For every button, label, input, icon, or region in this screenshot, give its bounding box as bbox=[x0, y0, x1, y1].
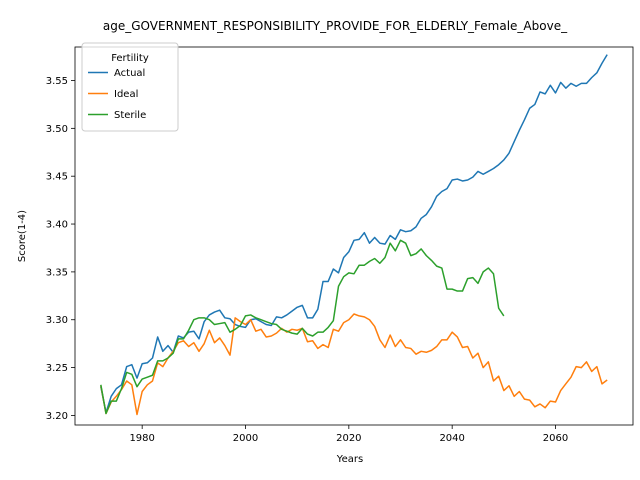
legend: Fertility Actual Ideal Sterile bbox=[81, 42, 179, 132]
y-tick-label: 3.45 bbox=[46, 172, 68, 183]
series-line-sterile bbox=[100, 239, 505, 415]
x-axis-title: Years bbox=[336, 454, 363, 465]
legend-items: Actual Ideal Sterile bbox=[88, 68, 146, 121]
legend-label-ideal: Ideal bbox=[114, 89, 138, 100]
x-tick-label: 2060 bbox=[543, 433, 568, 444]
y-tick-label: 3.40 bbox=[46, 220, 68, 231]
x-tick-label: 2020 bbox=[336, 433, 361, 444]
y-tick-label: 3.20 bbox=[46, 411, 68, 422]
series-line-ideal bbox=[100, 313, 608, 416]
plot-lines bbox=[100, 54, 608, 416]
y-axis: 3.20 3.25 3.30 3.35 3.40 3.45 3.50 3.55 bbox=[46, 76, 75, 422]
y-axis-title: Score(1-4) bbox=[17, 210, 28, 262]
y-tick-label: 3.30 bbox=[46, 315, 68, 326]
legend-label-sterile: Sterile bbox=[114, 110, 146, 121]
legend-title: Fertility bbox=[111, 53, 149, 64]
x-tick-label: 2000 bbox=[233, 433, 258, 444]
x-tick-label: 1980 bbox=[129, 433, 154, 444]
legend-box bbox=[81, 42, 179, 132]
legend-label-actual: Actual bbox=[114, 68, 145, 79]
y-tick-label: 3.35 bbox=[46, 267, 68, 278]
y-tick-label: 3.55 bbox=[46, 76, 68, 87]
y-tick-label: 3.50 bbox=[46, 124, 68, 135]
y-tick-label: 3.25 bbox=[46, 363, 68, 374]
chart-title: age_GOVERNMENT_RESPONSIBILITY_PROVIDE_FO… bbox=[103, 19, 568, 33]
plot-frame bbox=[74, 46, 634, 426]
x-tick-label: 2040 bbox=[439, 433, 464, 444]
x-axis: 1980 2000 2020 2040 2060 bbox=[129, 425, 568, 444]
